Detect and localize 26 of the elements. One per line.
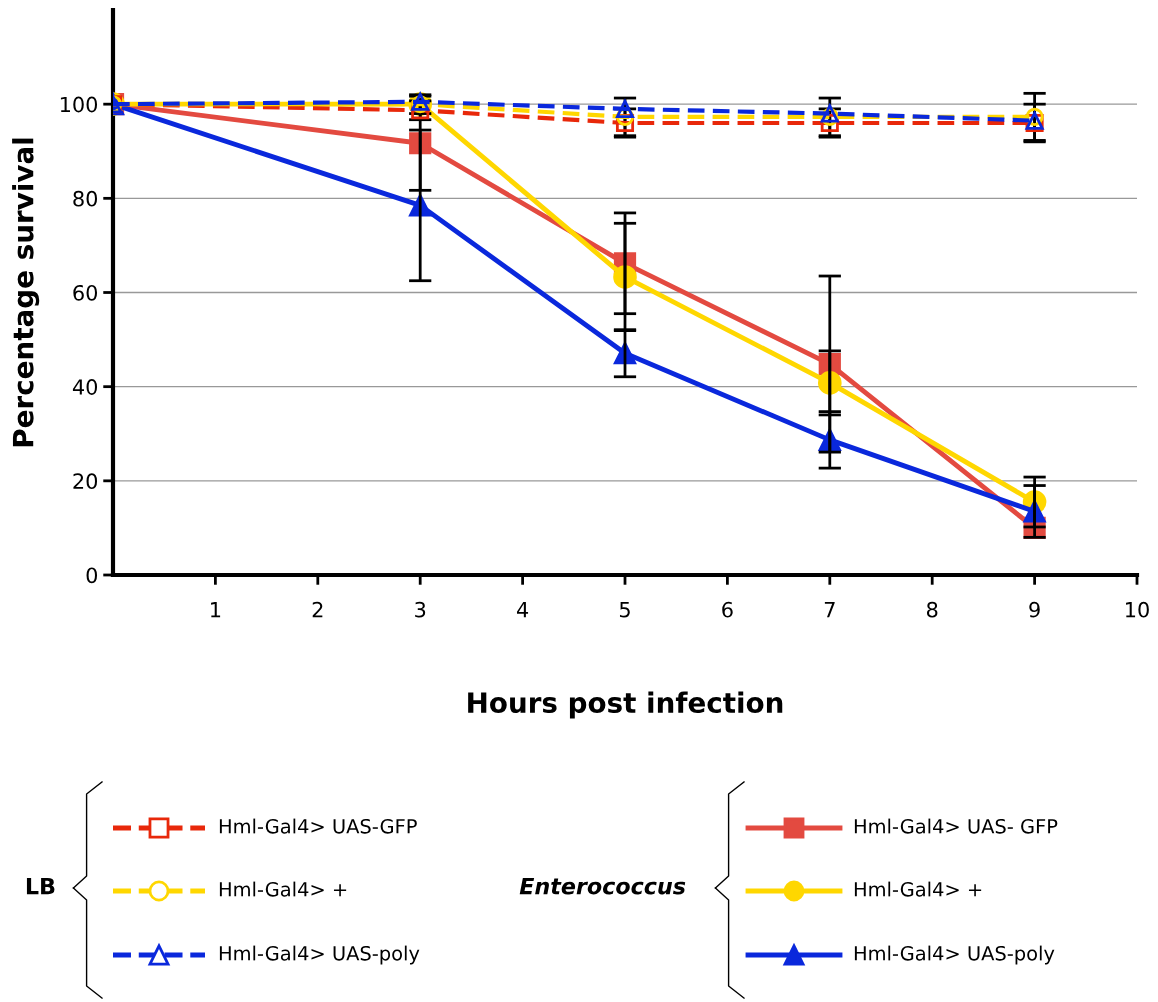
x-axis-title: Hours post infection xyxy=(468,691,783,719)
legend-label: Hml-Gal4> UAS- GFP xyxy=(854,818,1058,834)
x-tick-label: 4 xyxy=(516,602,529,618)
legend-label: Hml-Gal4> UAS-poly xyxy=(854,945,1055,965)
x-tick-label: 7 xyxy=(824,602,835,618)
x-tick-label: 5 xyxy=(619,602,630,618)
y-axis-title: Percentage survival xyxy=(12,138,40,447)
x-tick-label: 9 xyxy=(1029,601,1040,618)
legend-label: Hml-Gal4> UAS-poly xyxy=(219,945,420,965)
x-tick-label: 8 xyxy=(926,601,938,618)
x-tick-label: 3 xyxy=(415,601,426,618)
text: LB xyxy=(26,877,55,895)
x-tick-label: 2 xyxy=(312,601,323,618)
y-tick-label: 0 xyxy=(86,567,98,584)
y-tick-label: 80 xyxy=(73,190,98,207)
y-tick-label: 40 xyxy=(72,379,98,395)
x-tick-label: 1 xyxy=(211,602,221,618)
text: Enterococcus xyxy=(519,877,686,895)
x-tick-label: 10 xyxy=(1126,601,1149,618)
legend-label: Hml-Gal4> + xyxy=(854,881,982,897)
x-tick-label: 6 xyxy=(722,601,733,618)
legend-label: Hml-Gal4> + xyxy=(219,881,347,897)
legend-label: Hml-Gal4> UAS-GFP xyxy=(219,818,417,834)
y-tick-label: 100 xyxy=(60,96,98,113)
y-tick-label: 60 xyxy=(73,284,98,301)
y-tick-label: 20 xyxy=(73,473,98,490)
